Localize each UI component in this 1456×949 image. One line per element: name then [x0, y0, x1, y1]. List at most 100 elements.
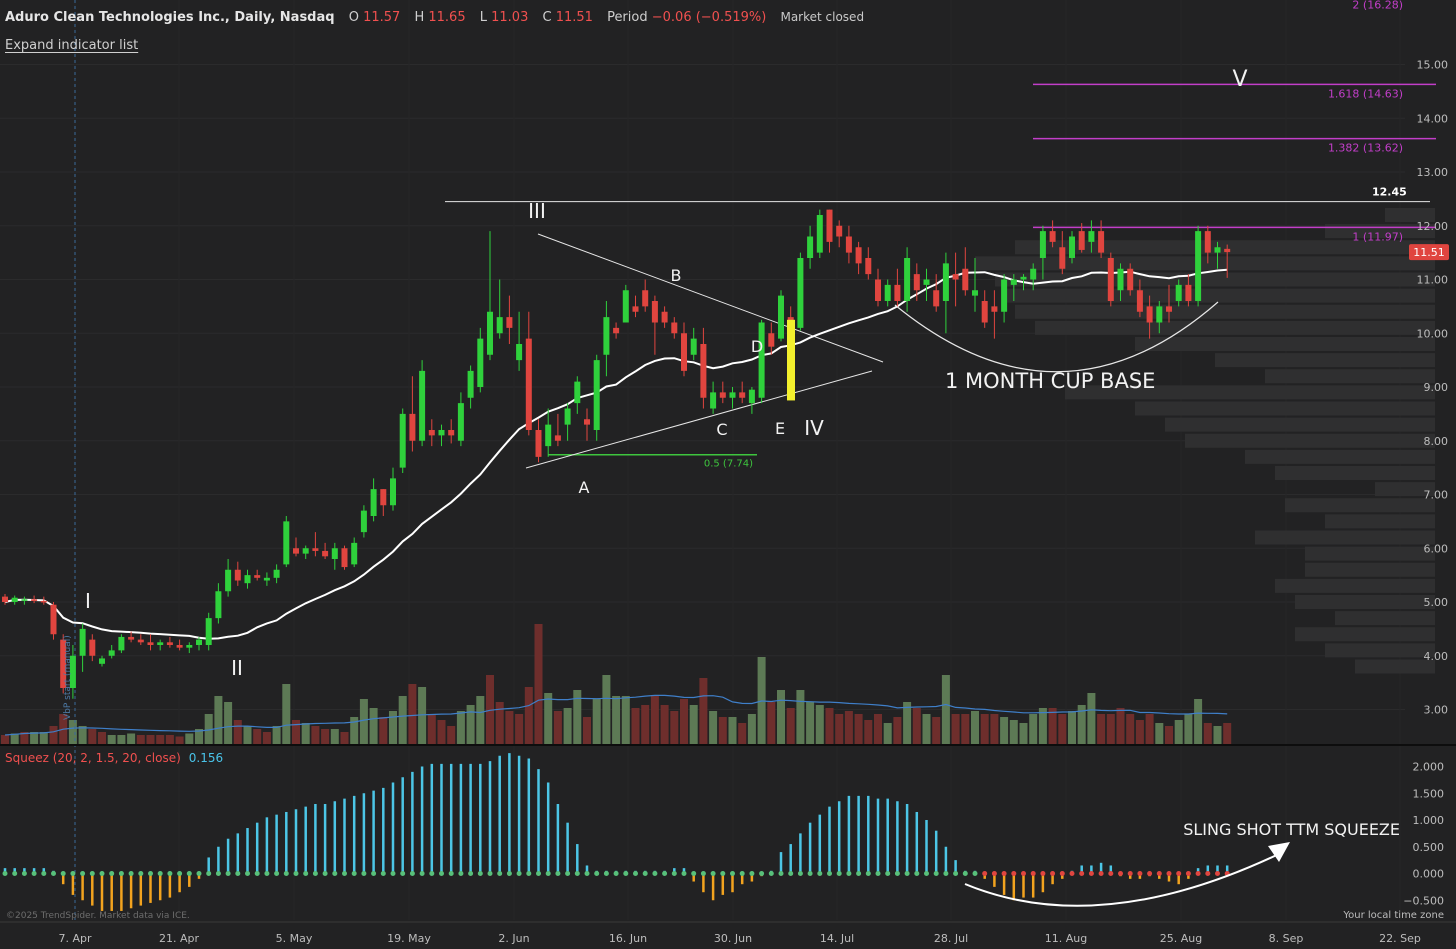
- volume-bar: [1009, 720, 1018, 744]
- volume-bar: [204, 714, 213, 744]
- vbp-start-label: VbP start (manual): [63, 635, 73, 720]
- squeeze-dot: [342, 871, 347, 876]
- volume-bar: [10, 733, 19, 744]
- candle-body: [681, 333, 687, 371]
- volume-by-price-profile: [975, 208, 1435, 674]
- squeeze-dot: [720, 871, 726, 876]
- squeeze-dot: [894, 871, 900, 876]
- candle-body: [360, 510, 367, 533]
- volume-bar: [1213, 726, 1222, 744]
- volume-bar: [1097, 714, 1106, 744]
- volume-bar: [1106, 714, 1115, 744]
- vbp-bar: [975, 256, 1435, 271]
- squeeze-dot: [536, 871, 541, 876]
- x-tick-label: 21. Apr: [159, 932, 199, 945]
- squeeze-dot: [914, 871, 920, 876]
- squeeze-dot: [846, 871, 852, 876]
- volume-bar: [117, 735, 126, 744]
- squeeze-dot: [21, 871, 27, 876]
- volume-bars: [1, 624, 1232, 744]
- squeeze-dot: [157, 871, 163, 876]
- wave-label-i: I: [85, 589, 91, 613]
- x-tick-label: 19. May: [387, 932, 431, 945]
- volume-bar: [932, 717, 941, 744]
- vbp-bar: [1295, 627, 1435, 642]
- squeeze-indicator-header[interactable]: Squeez (20, 2, 1.5, 20, close) 0.156: [5, 751, 223, 765]
- squeeze-dot: [623, 871, 629, 876]
- candlesticks[interactable]: [2, 209, 1231, 699]
- volume-bar: [650, 696, 659, 744]
- trendline-drawings[interactable]: [74, 0, 1436, 920]
- squeeze-dot: [749, 871, 755, 876]
- last-price-label: 11.51: [1413, 246, 1445, 259]
- squeeze-dot: [497, 871, 503, 876]
- volume-bar: [1174, 720, 1183, 744]
- candle-body: [196, 639, 202, 645]
- candle-body: [2, 596, 8, 602]
- candle-body: [428, 430, 435, 436]
- candle-body: [40, 600, 47, 603]
- candle-body: [710, 392, 717, 409]
- squeeze-dot: [1166, 871, 1172, 876]
- vbp-bar: [1015, 304, 1435, 319]
- squeeze-dot: [1118, 871, 1123, 876]
- volume-bar: [282, 684, 291, 744]
- squeeze-tick-label: 1.000: [1413, 814, 1445, 827]
- candle-body: [1224, 248, 1231, 253]
- candle-body: [797, 258, 804, 328]
- y-tick-label: 5.00: [1424, 596, 1449, 609]
- squeeze-dot: [807, 871, 813, 876]
- candle-body: [438, 430, 445, 436]
- squeeze-dot: [1156, 871, 1162, 876]
- squeeze-dot: [1001, 871, 1007, 876]
- squeeze-dot: [293, 871, 299, 876]
- candle-body: [312, 548, 319, 551]
- volume-bar: [844, 711, 853, 744]
- squeeze-dot: [89, 871, 95, 876]
- volume-bar: [767, 702, 776, 744]
- candle-body: [545, 424, 552, 447]
- squeeze-dot: [274, 871, 280, 876]
- triangle-upper-trendline: [537, 233, 884, 363]
- candle-body: [632, 306, 639, 312]
- volume-bar: [641, 705, 650, 744]
- squeeze-dot: [245, 871, 250, 876]
- squeeze-dot: [264, 871, 270, 876]
- fib-level-label: 1.382 (13.62): [1328, 142, 1403, 155]
- candle-body: [50, 604, 57, 635]
- candle-body: [1166, 306, 1172, 312]
- volume-bar: [699, 678, 708, 744]
- volume-bar: [437, 720, 446, 744]
- volume-bar: [447, 726, 456, 744]
- squeeze-dot: [710, 871, 716, 876]
- y-tick-label: 14.00: [1417, 112, 1449, 125]
- candle-body: [1030, 268, 1037, 280]
- volume-bar: [980, 714, 989, 744]
- volume-bar: [1019, 723, 1028, 744]
- volume-bar: [243, 726, 252, 744]
- fib-level-label: 2 (16.28): [1352, 0, 1403, 12]
- candle-body: [836, 225, 843, 237]
- vbp-bar: [1135, 401, 1435, 416]
- volume-bar: [825, 708, 834, 744]
- timezone-label[interactable]: Your local time zone: [1343, 910, 1444, 921]
- volume-bar: [893, 717, 902, 744]
- volume-bar: [233, 720, 242, 744]
- vbp-bar: [1375, 482, 1435, 497]
- candle-body: [448, 430, 455, 436]
- expand-indicator-list-link[interactable]: Expand indicator list: [5, 38, 139, 53]
- squeeze-dot: [448, 871, 454, 876]
- squeeze-label: Squeez (20, 2, 1.5, 20, close): [5, 751, 181, 765]
- candle-body: [525, 338, 532, 430]
- squeeze-dot: [827, 871, 832, 876]
- squeeze-tick-label: 2.000: [1413, 761, 1445, 774]
- candle-body: [331, 548, 338, 559]
- candle-body: [467, 370, 474, 398]
- vbp-bar: [1015, 240, 1435, 255]
- volume-bar: [544, 693, 553, 744]
- candle-body: [322, 550, 329, 557]
- candle-body: [293, 548, 299, 554]
- pattern-label-b: B: [671, 266, 682, 285]
- vbp-bar: [1185, 433, 1435, 448]
